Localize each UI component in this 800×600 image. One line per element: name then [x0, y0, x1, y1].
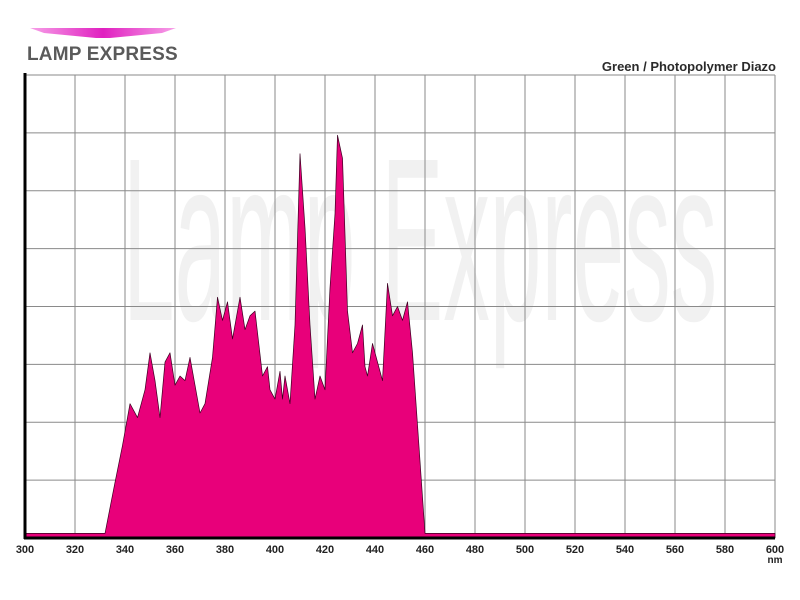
- x-tick-label: 580: [716, 544, 734, 556]
- x-tick-label: 440: [366, 544, 384, 556]
- x-tick-label: 380: [216, 544, 234, 556]
- x-tick-label: 560: [666, 544, 684, 556]
- x-tick-label: 340: [116, 544, 134, 556]
- x-tick-label: 300: [16, 544, 34, 556]
- x-axis-unit-label: nm: [768, 555, 783, 566]
- watermark-text: Lamp Express: [123, 110, 717, 370]
- watermark: Lamp Express: [123, 110, 717, 370]
- x-tick-label: 600: [766, 544, 784, 556]
- x-tick-label: 400: [266, 544, 284, 556]
- x-tick-label: 360: [166, 544, 184, 556]
- chart-title: Green / Photopolymer Diazo: [601, 59, 776, 74]
- brand-logo-bar: [30, 28, 176, 38]
- x-tick-label: 420: [316, 544, 334, 556]
- x-tick-label: 540: [616, 544, 634, 556]
- brand-title: LAMP EXPRESS: [27, 44, 178, 65]
- x-tick-label: 500: [516, 544, 534, 556]
- x-tick-labels: 300 320 340 360 380 400 420 440 460 480 500 520 540 5…: [16, 544, 784, 566]
- x-tick-label: 480: [466, 544, 484, 556]
- x-tick-label: 320: [66, 544, 84, 556]
- chart-series: [24, 134, 776, 539]
- series-area-0: [24, 134, 776, 539]
- chart-axes: [23, 73, 775, 540]
- x-tick-label: 520: [566, 544, 584, 556]
- x-tick-label: 460: [416, 544, 434, 556]
